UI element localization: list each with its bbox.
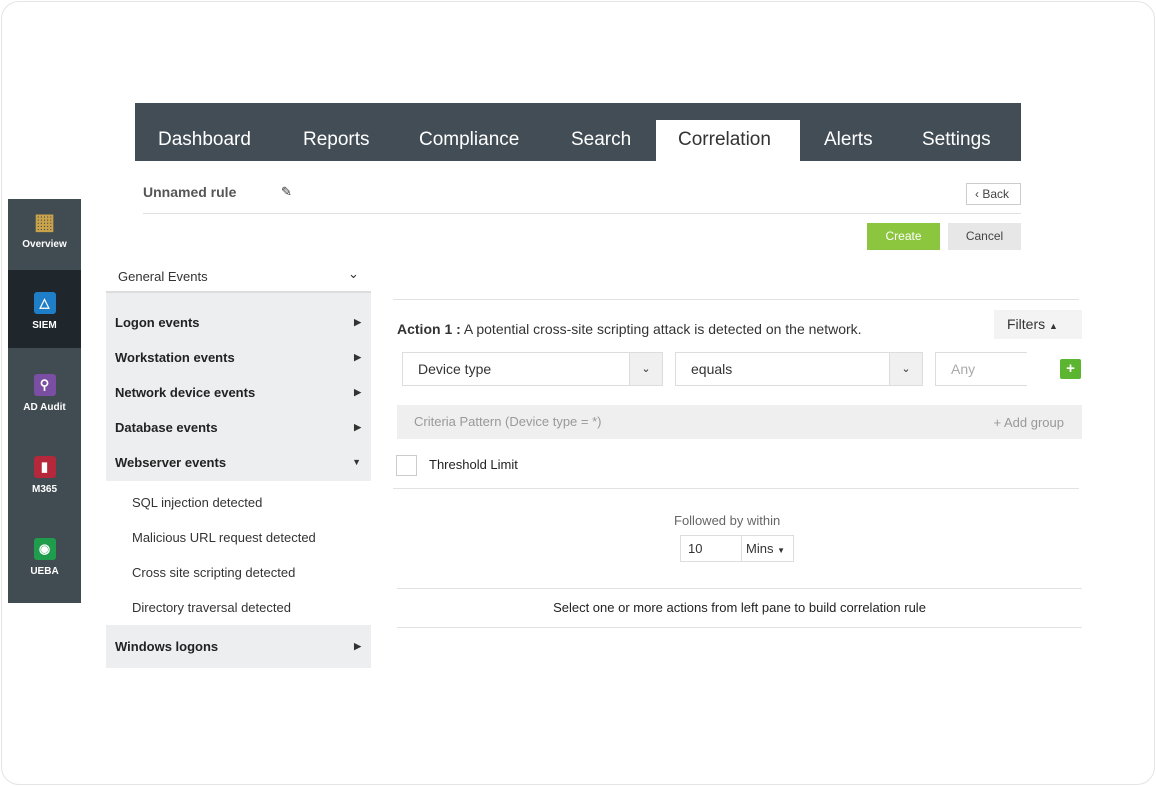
- chevron-down-icon[interactable]: ⌄: [348, 266, 359, 281]
- caret-down-icon: ▼: [352, 457, 361, 467]
- eye-icon: ◉: [33, 538, 56, 560]
- create-button[interactable]: Create: [867, 223, 940, 250]
- caret-right-icon: ▶: [354, 352, 361, 362]
- menu-workstation-events[interactable]: Workstation events ▶: [106, 340, 371, 375]
- caret-right-icon: ▶: [354, 387, 361, 397]
- tab-search[interactable]: Search: [571, 129, 632, 150]
- criteria-pattern-bar: Criteria Pattern (Device type = *) + Add…: [397, 405, 1082, 439]
- rail-m365[interactable]: ▮ M365: [8, 434, 81, 512]
- menu-directory-traversal[interactable]: Directory traversal detected: [132, 600, 291, 615]
- rail-overview[interactable]: ▦ Overview: [22, 209, 67, 251]
- menu-logon-events[interactable]: Logon events ▶: [106, 305, 371, 340]
- followed-value-input[interactable]: 10: [680, 535, 742, 562]
- menu-sql-injection[interactable]: SQL injection detected: [132, 495, 263, 510]
- caret-right-icon: ▶: [354, 422, 361, 432]
- threshold-label: Threshold Limit: [429, 457, 518, 472]
- product-rail: ▦ Overview △ SIEM ⚲ AD Audit ▮ M365 ◉ UEBA: [8, 199, 81, 603]
- tab-alerts[interactable]: Alerts: [824, 129, 873, 150]
- menu-database-events[interactable]: Database events ▶: [106, 410, 371, 445]
- chevron-down-icon: ⌄: [629, 353, 662, 385]
- operator-select[interactable]: equals ⌄: [675, 352, 923, 386]
- threshold-checkbox[interactable]: [396, 455, 417, 476]
- shield-icon: △: [33, 292, 56, 314]
- plus-icon: +: [993, 415, 1002, 430]
- followed-label: Followed by within: [674, 513, 781, 528]
- add-group-button[interactable]: + Add group: [993, 415, 1065, 430]
- office-icon: ▮: [33, 456, 56, 478]
- caret-right-icon: ▶: [354, 317, 361, 327]
- add-filter-plus-icon[interactable]: +: [1060, 359, 1081, 379]
- tab-compliance[interactable]: Compliance: [419, 129, 520, 150]
- hint-text: Select one or more actions from left pan…: [553, 600, 926, 615]
- chevron-left-icon: ‹: [975, 187, 979, 201]
- value-input[interactable]: Any: [935, 352, 1027, 386]
- tab-settings[interactable]: Settings: [922, 129, 991, 150]
- menu-windows-logons[interactable]: Windows logons ▶: [106, 625, 371, 668]
- caret-right-icon: ▶: [354, 641, 361, 651]
- menu-network-device-events[interactable]: Network device events ▶: [106, 375, 371, 410]
- caret-up-icon: ▲: [1049, 321, 1058, 331]
- category-dropdown[interactable]: General Events: [118, 269, 208, 284]
- tab-correlation[interactable]: Correlation: [656, 120, 800, 161]
- field-select[interactable]: Device type ⌄: [402, 352, 663, 386]
- cancel-button[interactable]: Cancel: [948, 223, 1021, 250]
- back-button[interactable]: ‹ Back: [966, 183, 1021, 205]
- magnifier-icon: ⚲: [33, 374, 56, 396]
- filters-toggle[interactable]: Filters ▲: [994, 310, 1082, 339]
- unit-select[interactable]: Mins ▼: [741, 535, 794, 562]
- chevron-down-icon: ⌄: [889, 353, 922, 385]
- rule-name: Unnamed rule: [143, 184, 237, 200]
- menu-webserver-events[interactable]: Webserver events ▼: [106, 445, 371, 480]
- menu-malicious-url[interactable]: Malicious URL request detected: [132, 530, 316, 545]
- tab-reports[interactable]: Reports: [303, 129, 370, 150]
- action-title: Action 1 : A potential cross-site script…: [397, 321, 862, 337]
- grid-icon: ▦: [34, 209, 55, 234]
- pencil-edit-icon[interactable]: ✎: [281, 184, 292, 199]
- tab-dashboard[interactable]: Dashboard: [158, 129, 251, 150]
- rail-siem[interactable]: △ SIEM: [8, 270, 81, 348]
- rail-ueba[interactable]: ◉ UEBA: [8, 516, 81, 594]
- rail-ad-audit[interactable]: ⚲ AD Audit: [8, 352, 81, 430]
- top-nav: Dashboard Reports Compliance Search Corr…: [135, 103, 1021, 161]
- caret-down-icon: ▼: [777, 546, 785, 555]
- menu-cross-site-scripting[interactable]: Cross site scripting detected: [132, 565, 296, 580]
